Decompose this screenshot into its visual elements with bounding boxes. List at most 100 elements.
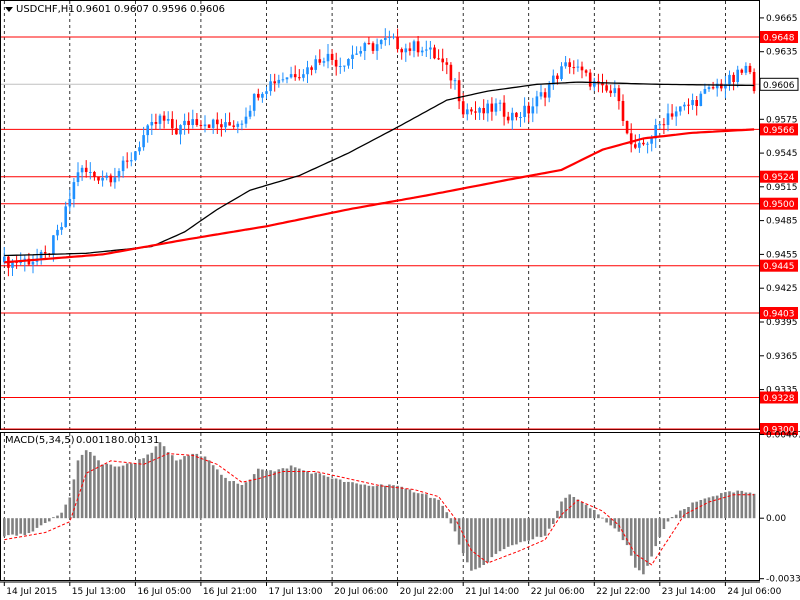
macd-histogram-bar (191, 453, 194, 519)
candle-down (298, 77, 301, 79)
time-label: 16 Jul 05:00 (137, 587, 191, 597)
macd-histogram-bar (425, 494, 428, 519)
candle-up (560, 66, 563, 79)
candle-up (494, 103, 498, 112)
macd-histogram-bar (576, 499, 580, 519)
macd-histogram-bar (359, 484, 362, 519)
price-axis[interactable]: 0.9665 0.9635 0.9575 0.9545 0.9515 0.9485 0.94… (760, 14, 798, 396)
level-tag-label: 0.9300 (763, 426, 795, 436)
macd-histogram-bar (666, 518, 670, 522)
candle-up (425, 49, 428, 51)
candle-down (670, 113, 674, 117)
macd-histogram-bar (68, 497, 72, 519)
candle-up (707, 87, 711, 90)
macd-histogram-bar (121, 465, 125, 519)
macd-histogram-bar (515, 518, 518, 545)
macd-histogram-bar (470, 518, 473, 571)
candle-down (527, 105, 530, 114)
candle-down (625, 121, 629, 134)
candle-down (457, 80, 461, 102)
ohlc-high: 0.9607 (114, 4, 149, 15)
macd-histogram-bar (478, 518, 481, 568)
candle-down (293, 74, 297, 78)
candle-down (572, 67, 576, 69)
macd-histogram-bar (474, 518, 477, 570)
candle-up (19, 261, 22, 263)
macd-histogram-bar (232, 481, 235, 519)
candle-up (236, 123, 240, 127)
macd-histogram-bar (248, 479, 252, 519)
candle-up (347, 59, 350, 66)
price-tick-label: 0.9515 (766, 183, 798, 193)
macd-histogram-bar (89, 452, 92, 519)
macd-signal-line (4, 453, 755, 566)
candle-down (752, 72, 756, 92)
macd-histogram-bar (203, 456, 207, 519)
candle-up (638, 142, 641, 148)
level-tag-label: 0.9403 (763, 310, 795, 320)
candle-down (490, 103, 494, 112)
candle-up (658, 124, 662, 126)
dropdown-arrow-icon[interactable] (5, 7, 13, 12)
macd-histogram-bar (211, 465, 215, 519)
macd-histogram-bar (744, 492, 748, 519)
candle-up (121, 160, 125, 172)
macd-histogram-bar (39, 518, 43, 526)
macd-histogram-bar (482, 518, 485, 565)
macd-histogram-bar (560, 501, 563, 519)
macd-histogram-bar (257, 468, 260, 519)
macd-histogram-bar (539, 518, 543, 538)
macd-histogram-bar (461, 518, 465, 554)
macd-histogram-bar (724, 492, 727, 519)
candle-up (703, 89, 707, 94)
macd-panel[interactable]: MACD(5,34,5) 0.00118 0.00131 (0, 432, 760, 581)
macd-histogram-bar (43, 518, 47, 523)
macd-histogram-bar (556, 510, 559, 519)
macd-histogram-bar (277, 469, 281, 519)
macd-histogram-bar (658, 518, 662, 537)
macd-histogram-bar (19, 518, 22, 534)
macd-histogram-bar (572, 497, 576, 519)
candle-up (338, 66, 342, 67)
candle-up (486, 103, 489, 114)
macd-histogram-bar (109, 464, 113, 519)
macd-histogram-bar (613, 518, 617, 529)
candle-down (207, 124, 211, 128)
candle-up (31, 261, 35, 265)
candle-up (80, 167, 84, 173)
level-tag-label: 0.9524 (763, 173, 795, 183)
macd-histogram-bar (486, 518, 489, 563)
macd-axis[interactable]: 0.00467 0.00 -0.00338 (760, 430, 800, 585)
macd-histogram-bar (650, 518, 653, 557)
horizontal-level-lines[interactable] (1, 36, 759, 430)
level-tag (760, 31, 798, 43)
macd-histogram-bar (519, 518, 522, 543)
macd-value-signal: 0.00131 (118, 435, 159, 446)
macd-histogram-bar (736, 490, 739, 519)
macd-histogram-bar (707, 497, 711, 519)
macd-histogram-bar (130, 463, 133, 519)
main-price-panel[interactable]: USDCHF,H1 0.9601 0.9607 0.9596 0.9606 (0, 0, 760, 430)
candle-up (715, 83, 719, 89)
level-tag (760, 123, 798, 136)
macd-histogram-bar (298, 468, 301, 519)
macd-histogram-bar (355, 483, 358, 519)
macd-histogram-bar (162, 446, 166, 519)
candle-down (740, 69, 744, 73)
candle-down (171, 119, 174, 129)
candle-down (216, 119, 219, 125)
candle-up (265, 91, 268, 94)
candle-up (564, 62, 567, 67)
time-axis[interactable]: 14 Jul 2015 15 Jul 13:00 16 Jul 05:00 16 Ju… (0, 581, 782, 597)
macd-histogram-bar (207, 460, 211, 519)
candle-up (646, 143, 649, 145)
macd-histogram-bar (609, 518, 612, 526)
macd-histogram-bar (593, 510, 596, 519)
macd-histogram-bar (420, 493, 424, 519)
level-tag-label: 0.9648 (763, 34, 795, 44)
macd-histogram-bar (384, 485, 387, 519)
macd-histogram-bar (412, 492, 416, 519)
macd-histogram-bar (490, 518, 494, 558)
macd-histogram-bar (27, 518, 31, 533)
